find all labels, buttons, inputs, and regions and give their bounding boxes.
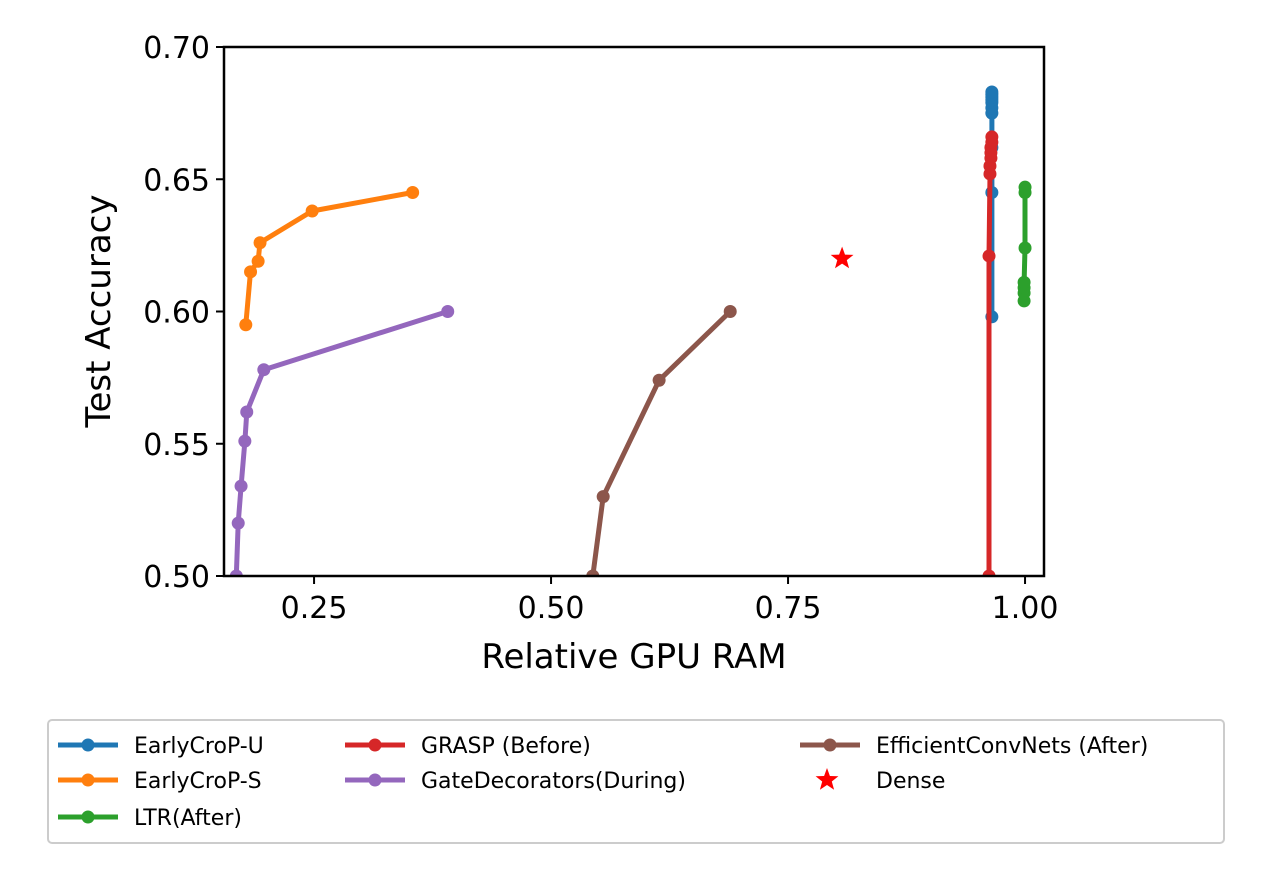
x-tick-label: 0.50 [518, 591, 585, 626]
legend-entry-earlycrop-s: EarlyCroP-S [58, 769, 262, 794]
legend-label: GRASP (Before) [421, 734, 591, 759]
x-tick-label: 0.75 [755, 591, 822, 626]
legend-entry-earlycrop-u: EarlyCroP-U [58, 734, 264, 759]
legend-marker [823, 738, 837, 752]
series-earlycrop-s [239, 185, 420, 332]
series-gatedecorators-during [229, 305, 455, 576]
data-point-gatedecorators-during [441, 305, 455, 318]
legend-label: GateDecorators(During) [421, 769, 686, 794]
series-line-gatedecorators-during [233, 309, 451, 576]
legend-label: EfficientConvNets (After) [876, 734, 1148, 759]
data-point-ltr-after [1017, 275, 1031, 289]
data-point-efficientconvnets-after [652, 373, 666, 387]
legend-marker [368, 738, 382, 752]
legend-entry-dense: Dense [815, 768, 945, 794]
y-tick-label: 0.60 [143, 296, 210, 331]
data-point-grasp-before [985, 130, 999, 144]
y-tick-label: 0.55 [143, 428, 210, 463]
data-point-ltr-after [1018, 241, 1032, 255]
series-grasp-before [982, 130, 999, 576]
y-tick-label: 0.50 [143, 560, 210, 595]
data-point-earlycrop-s [305, 204, 319, 218]
data-point-gatedecorators-during [257, 363, 271, 377]
legend-marker [815, 768, 839, 790]
legend-marker [368, 773, 382, 787]
series-efficientconvnets-after [586, 305, 737, 576]
data-point-gatedecorators-during [229, 569, 243, 576]
legend-entry-gatedecorators-during: GateDecorators(During) [345, 769, 686, 794]
legend-entry-efficientconvnets-after: EfficientConvNets (After) [800, 734, 1148, 759]
legend-marker [81, 810, 95, 824]
data-point-efficientconvnets-after [723, 305, 737, 318]
data-point-earlycrop-s [406, 185, 420, 199]
data-point-efficientconvnets-after [586, 569, 600, 576]
data-point-earlycrop-s [253, 236, 267, 250]
series-line-grasp-before [986, 134, 995, 576]
axes-layer: 0.25 0.50 0.75 1.00 0.50 0.55 0.60 0.65 0.70 [143, 31, 1058, 626]
series-dense [830, 246, 854, 269]
data-point-ltr-after [1018, 180, 1032, 194]
data-point-gatedecorators-during [238, 434, 252, 448]
legend-label: Dense [876, 769, 945, 794]
legend-label: LTR(After) [134, 806, 242, 831]
x-axis-title: Relative GPU RAM [481, 637, 786, 677]
series-line-earlycrop-s [243, 190, 416, 328]
y-tick-label: 0.70 [143, 31, 210, 66]
x-tick-label: 1.00 [992, 591, 1059, 626]
legend-marker [81, 773, 95, 787]
data-point-grasp-before [982, 249, 996, 263]
y-tick-label: 0.65 [143, 163, 210, 198]
data-point-earlycrop-s [251, 254, 265, 268]
plot-frame [222, 45, 1046, 578]
data-point-gatedecorators-during [231, 516, 245, 530]
series-layer [229, 85, 1032, 576]
data-point-earlycrop-s [239, 318, 253, 332]
series-ltr-after [1017, 180, 1032, 308]
data-point-gatedecorators-during [240, 405, 254, 419]
data-point-grasp-before [982, 569, 996, 576]
legend: EarlyCroP-U EarlyCroP-S LTR(After) GRASP (B… [47, 719, 1225, 844]
legend-label: EarlyCroP-S [134, 769, 262, 794]
data-point-earlycrop-u [985, 85, 999, 99]
data-point-efficientconvnets-after [596, 490, 610, 504]
legend-frame [47, 719, 1225, 844]
data-point-dense [830, 246, 854, 269]
legend-entry-grasp-before: GRASP (Before) [345, 734, 591, 759]
series-line-efficientconvnets-after [590, 309, 733, 576]
x-tick-label: 0.25 [281, 591, 348, 626]
data-point-earlycrop-s [244, 265, 258, 279]
data-point-gatedecorators-during [234, 479, 248, 493]
legend-marker [81, 738, 95, 752]
legend-label: EarlyCroP-U [134, 734, 264, 759]
y-axis-title: Test Accuracy [79, 195, 119, 429]
legend-entry-ltr-after: LTR(After) [58, 806, 242, 831]
